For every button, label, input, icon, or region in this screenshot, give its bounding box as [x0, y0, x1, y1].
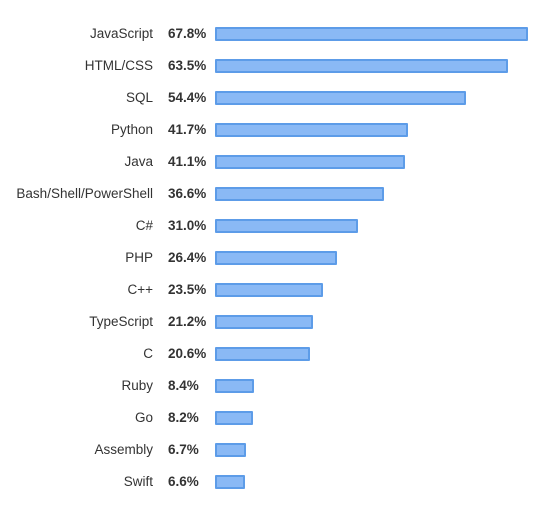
category-label: Ruby [121, 378, 153, 393]
category-label: Swift [123, 474, 153, 489]
category-label: Assembly [94, 442, 153, 457]
category-label: Python [110, 122, 153, 137]
bar [215, 59, 508, 73]
value-label: 36.6% [168, 186, 207, 201]
bar [215, 315, 313, 329]
value-label: 54.4% [168, 90, 207, 105]
bar [215, 251, 337, 265]
value-label: 23.5% [168, 282, 207, 297]
bar [215, 187, 384, 201]
value-label: 8.4% [168, 378, 199, 393]
bar [215, 91, 466, 105]
bar [215, 283, 323, 297]
value-label: 41.1% [168, 154, 207, 169]
category-label: C [143, 346, 153, 361]
category-label: HTML/CSS [84, 58, 153, 73]
bar [215, 155, 405, 169]
value-label: 41.7% [168, 122, 207, 137]
category-label: SQL [125, 90, 153, 105]
bar [215, 347, 310, 361]
value-label: 63.5% [168, 58, 207, 73]
bar [215, 411, 253, 425]
value-label: 8.2% [168, 410, 199, 425]
value-label: 26.4% [168, 250, 207, 265]
value-label: 67.8% [168, 26, 207, 41]
bar [215, 443, 246, 457]
bar [215, 379, 254, 393]
bar [215, 219, 358, 233]
category-label: Bash/Shell/PowerShell [16, 186, 153, 201]
bar [215, 27, 528, 41]
value-label: 6.7% [168, 442, 199, 457]
bar [215, 123, 408, 137]
value-label: 6.6% [168, 474, 199, 489]
category-label: C# [135, 218, 153, 233]
category-label: TypeScript [89, 314, 153, 329]
category-label: Java [124, 154, 153, 169]
value-label: 21.2% [168, 314, 207, 329]
category-label: PHP [125, 250, 153, 265]
category-label: C++ [127, 282, 153, 297]
value-label: 20.6% [168, 346, 207, 361]
value-label: 31.0% [168, 218, 207, 233]
bar [215, 475, 245, 489]
category-label: Go [134, 410, 153, 425]
category-label: JavaScript [89, 26, 153, 41]
